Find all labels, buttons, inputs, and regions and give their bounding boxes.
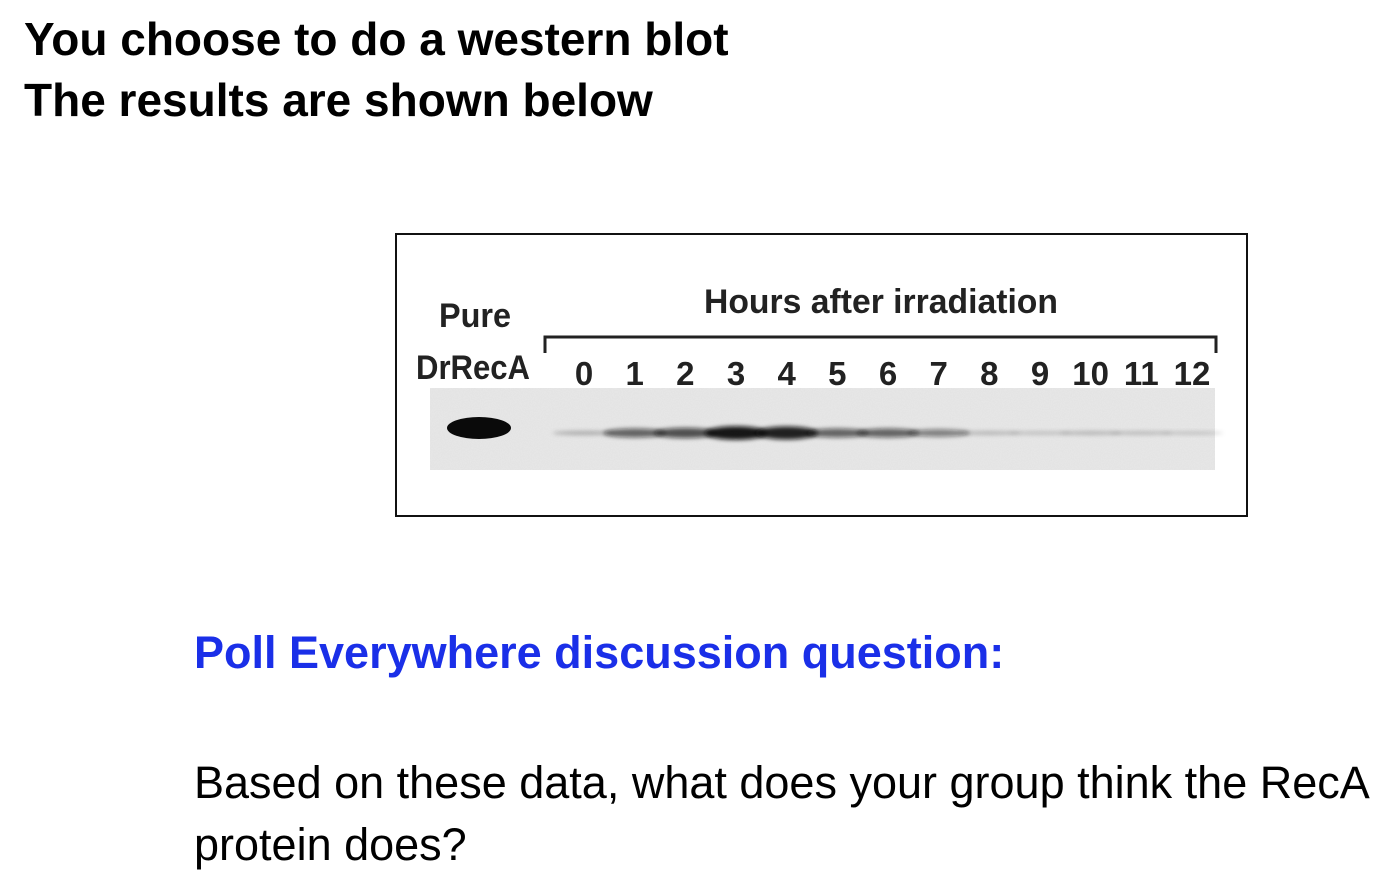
lane-labels: 0 1 2 3 4 5 6 7 8 9 10 11 12 (575, 355, 1211, 392)
lane-label-5: 5 (828, 355, 846, 392)
poll-heading: Poll Everywhere discussion question: (194, 627, 1005, 678)
control-label-line-2: DrRecA (416, 349, 530, 387)
lane-label-8: 8 (980, 355, 998, 392)
time-bracket (543, 335, 1218, 353)
lane-label-4: 4 (777, 355, 796, 392)
band-lane-5 (805, 428, 869, 438)
lane-label-7: 7 (929, 355, 947, 392)
band-lane-9 (1008, 431, 1072, 435)
lane-label-10: 10 (1072, 355, 1109, 392)
band-lane-10 (1059, 431, 1123, 435)
band-lane-8 (957, 431, 1021, 435)
lane-label-12: 12 (1174, 355, 1211, 392)
membrane-texture (430, 388, 1215, 470)
band-lane-0 (552, 430, 616, 436)
blot-bands (552, 426, 1224, 440)
band-lane-4 (755, 426, 819, 440)
lane-label-6: 6 (879, 355, 897, 392)
band-lane-2 (653, 427, 717, 439)
lane-label-0: 0 (575, 355, 593, 392)
slide-title-line-2: The results are shown below (24, 74, 653, 126)
band-lane-3 (704, 426, 768, 440)
control-label-line-1: Pure (439, 297, 511, 335)
control-band (447, 417, 511, 439)
time-axis-label: Hours after irradiation (704, 283, 1058, 321)
discussion-question: Based on these data, what does your grou… (194, 757, 1368, 870)
band-lane-7 (907, 429, 971, 437)
band-lane-12 (1160, 431, 1224, 435)
band-lane-11 (1109, 431, 1173, 435)
slide-title-line-1: You choose to do a western blot (24, 13, 729, 65)
lane-label-3: 3 (727, 355, 745, 392)
lane-label-11: 11 (1124, 355, 1159, 392)
band-lane-6 (856, 428, 920, 438)
lane-label-9: 9 (1031, 355, 1049, 392)
band-lane-1 (603, 428, 667, 438)
lane-label-2: 2 (676, 355, 694, 392)
lane-label-1: 1 (625, 355, 643, 392)
